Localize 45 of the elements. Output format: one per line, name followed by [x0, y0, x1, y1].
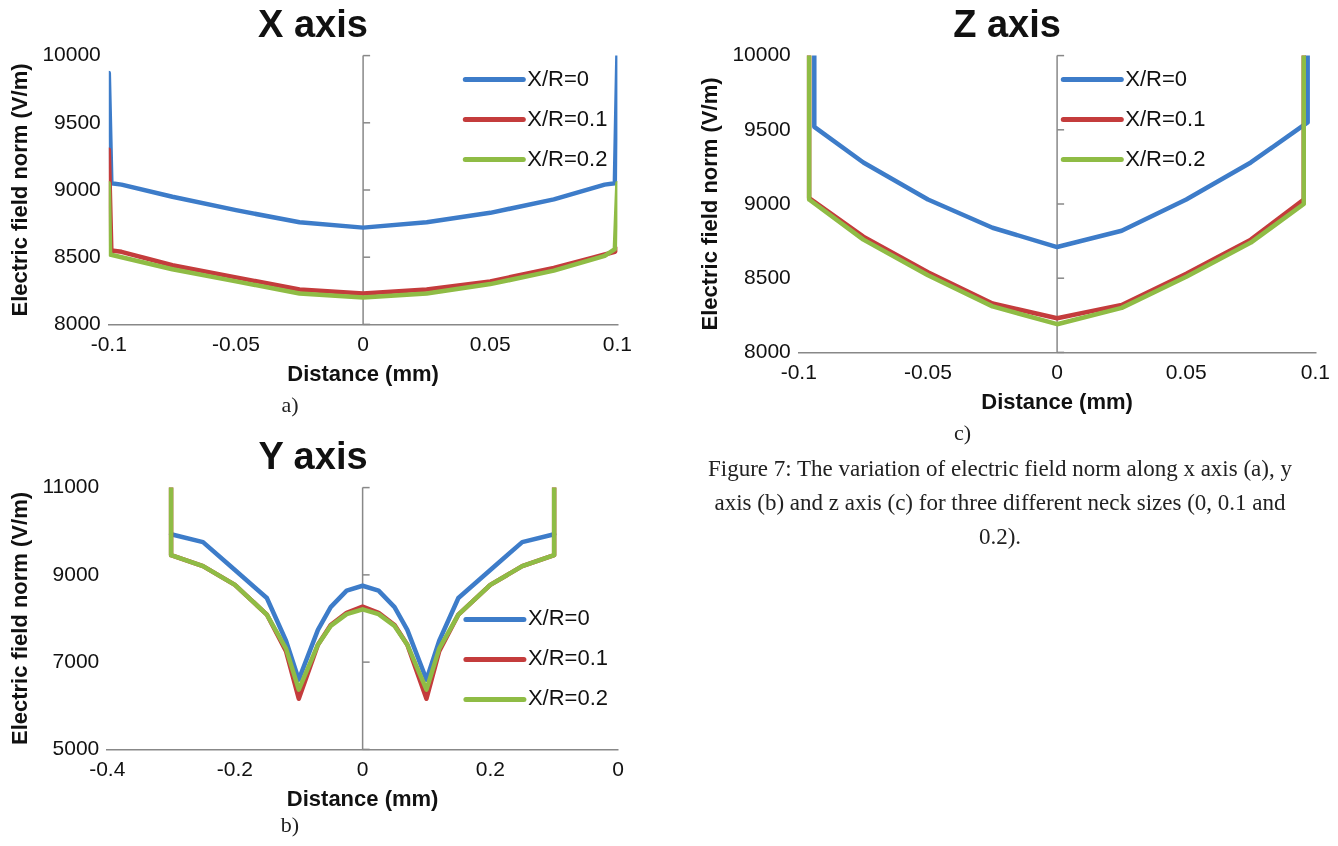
y-tick-label: 8500 [54, 244, 101, 267]
y-tick-label: 11000 [42, 474, 100, 498]
legend-label: X/R=0 [527, 65, 590, 91]
x-tick-label: -0.05 [212, 331, 260, 355]
x-tick-label: 0 [356, 756, 369, 780]
x-axis-title: Distance (mm) [287, 360, 439, 386]
x-axis-title: Distance (mm) [981, 388, 1133, 414]
x-tick-label: -0.05 [904, 359, 952, 383]
x-tick-label: 0.05 [1165, 359, 1207, 383]
x-tick-label: -0.2 [216, 756, 254, 780]
caption: Figure 7: The variation of electric field norm along x axis (a), y axis (b) and z axis (c) for three different neck sizes (0, 0.1 and 0.2). [707, 455, 1293, 551]
y-tick-label: 9000 [744, 190, 791, 214]
y-axis-title: Electric field norm (V/m) [697, 77, 723, 331]
legend-label: X/R=0.1 [1125, 105, 1206, 131]
x-tick-label: 0.05 [469, 331, 511, 355]
x-tick-label: 0 [1051, 359, 1063, 383]
y-tick-label: 9500 [744, 116, 791, 140]
x-tick-label: 0.1 [602, 331, 633, 355]
y-tick-label: 10000 [42, 42, 101, 66]
chart-title: Y axis [258, 435, 368, 478]
legend-label: X/R=0 [527, 605, 590, 631]
text: c) [952, 420, 973, 446]
y-axis-title: Electric field norm (V/m) [7, 491, 33, 746]
x-tick-label: 0.1 [1300, 359, 1331, 383]
legend-label: X/R=0.2 [527, 685, 608, 711]
x-axis-title: Distance (mm) [286, 785, 439, 811]
y-tick-label: 9000 [54, 176, 101, 200]
x-tick-label: 0 [357, 331, 369, 355]
legend-label: X/R=0.2 [527, 145, 608, 171]
legend-label: X/R=0 [1125, 65, 1188, 91]
x-tick-label: 0.2 [475, 756, 505, 780]
legend-label: X/R=0.1 [527, 105, 608, 131]
text: b) [279, 812, 301, 838]
y-tick-label: 8500 [744, 265, 791, 288]
text: a) [280, 392, 300, 418]
x-tick-label: 0 [612, 756, 624, 780]
y-tick-label: 10000 [732, 42, 791, 66]
y-axis-title: Electric field norm (V/m) [7, 63, 33, 317]
y-tick-label: 9000 [52, 561, 100, 585]
chart-title: Z axis [953, 3, 1061, 46]
y-tick-label: 9500 [54, 109, 101, 133]
legend-label: X/R=0.2 [1125, 145, 1206, 171]
legend-label: X/R=0.1 [527, 645, 608, 671]
chart-title: X axis [258, 3, 368, 46]
y-tick-label: 7000 [52, 648, 100, 672]
